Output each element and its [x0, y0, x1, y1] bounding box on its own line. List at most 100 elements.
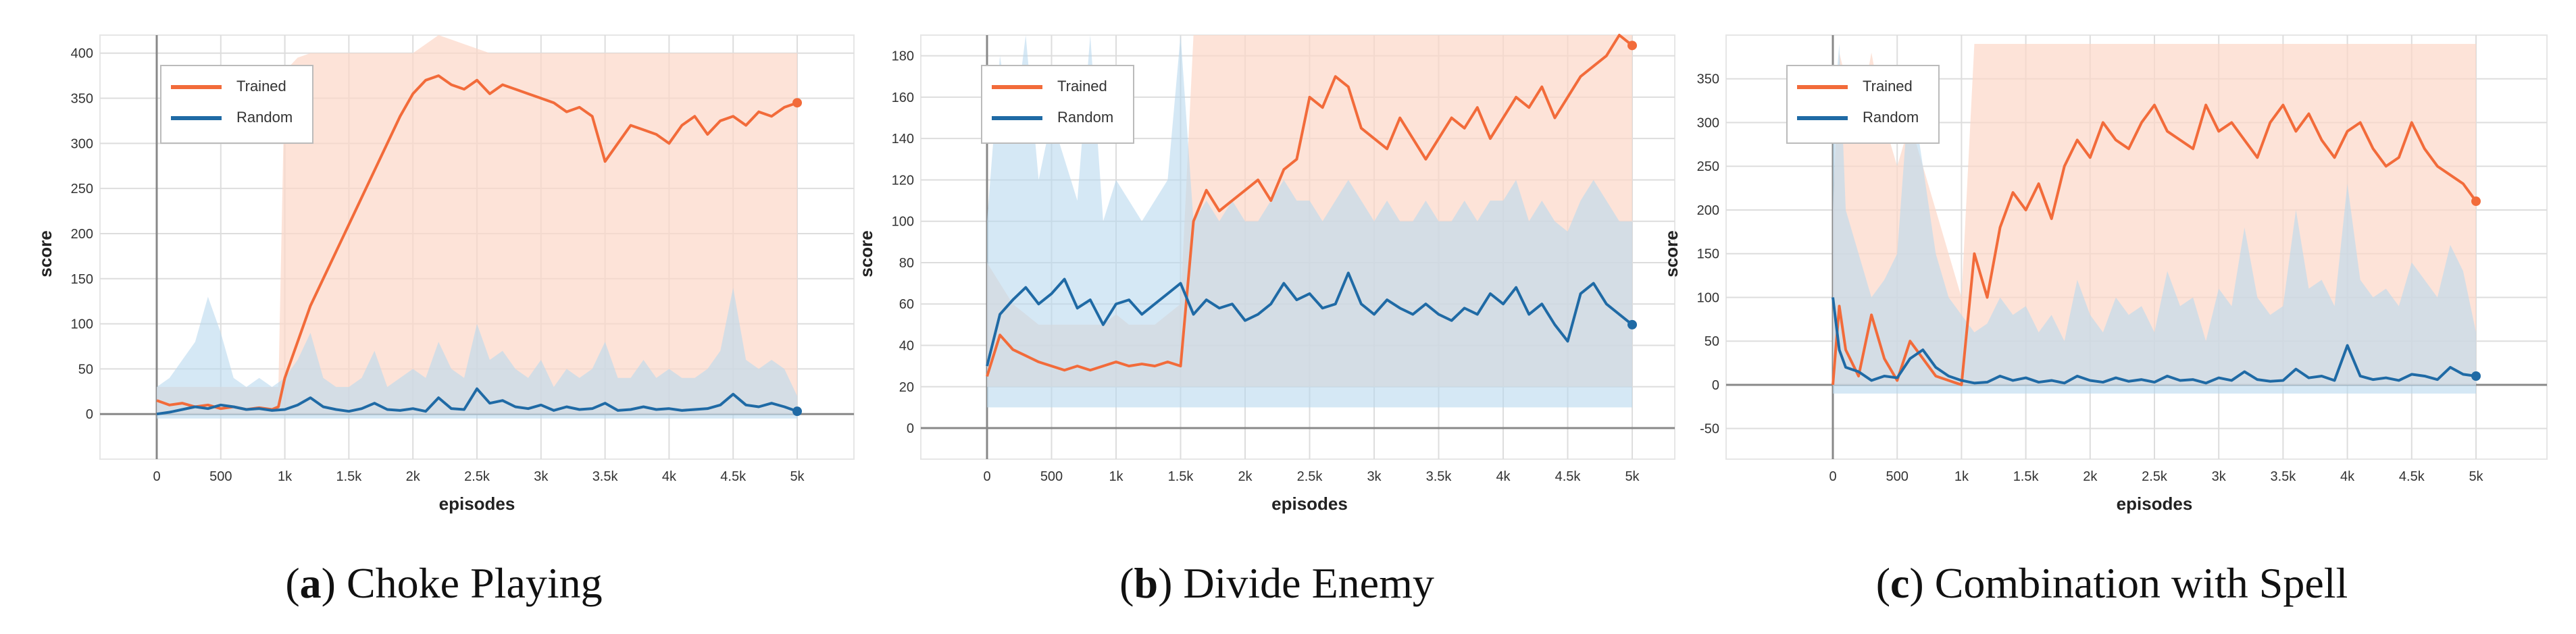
x-tick-label: 1k — [278, 469, 293, 484]
x-axis-label: episodes — [439, 494, 515, 514]
caption-close-paren: ) — [322, 559, 347, 607]
caption-close-paren: ) — [1909, 559, 1934, 607]
chart-panel-a: 0 50 100 150 200 250 300 350 400 0 500 1k 1.5k 2k 2.5k… — [35, 34, 855, 607]
x-tick-label: 1.5k — [2013, 469, 2040, 484]
y-tick-label: 140 — [892, 132, 914, 147]
series-band-random — [157, 288, 797, 419]
chart-panel-b: 0 20 40 60 80 100 120 140 160 180 0 500 1k 1.5k 2k 2.5k… — [856, 34, 1675, 607]
chart-panel-c: -50 0 50 100 150 200 250 300 350 0 500 1k 1.5k 2k 2.5k… — [1661, 34, 2548, 607]
x-tick-label: 2.5k — [2142, 469, 2168, 484]
y-tick-label: 120 — [892, 173, 914, 188]
y-tick-label: -50 — [1700, 422, 1719, 437]
x-tick-label: 4k — [1496, 469, 1511, 484]
x-tick-label: 3k — [2212, 469, 2227, 484]
x-tick-label: 1k — [1109, 469, 1123, 484]
series-end-marker-random — [1627, 319, 1637, 329]
y-tick-label: 250 — [71, 182, 93, 196]
x-tick-label: 3.5k — [2270, 469, 2296, 484]
legend-label-trained: Trained — [1057, 78, 1107, 95]
x-tick-label: 1k — [1954, 469, 1969, 484]
x-tick-label: 4.5k — [720, 469, 747, 484]
caption-open-paren: ( — [1119, 559, 1134, 607]
y-tick-label: 350 — [71, 92, 93, 107]
caption-open-paren: ( — [1876, 559, 1890, 607]
y-tick-label: 100 — [892, 215, 914, 230]
y-tick-label: 0 — [86, 407, 93, 422]
y-tick-label: 100 — [1697, 290, 1719, 305]
x-tick-label: 4k — [662, 469, 677, 484]
x-tick-label: 0 — [983, 469, 990, 484]
caption-title: Combination with Spell — [1935, 559, 2348, 607]
caption-title: Divide Enemy — [1183, 559, 1434, 607]
x-tick-label: 3k — [534, 469, 549, 484]
x-tick-label: 5k — [790, 469, 805, 484]
y-tick-label: 300 — [71, 136, 93, 151]
y-axis-label: score — [856, 230, 876, 277]
caption-title: Choke Playing — [347, 559, 603, 607]
y-tick-label: 80 — [899, 256, 914, 271]
x-tick-label: 1.5k — [336, 469, 362, 484]
legend-box — [160, 65, 313, 144]
x-tick-label: 2k — [1238, 469, 1253, 484]
series-line-random — [1832, 297, 2477, 385]
legend-box — [1786, 65, 1940, 144]
y-axis-label: score — [1661, 230, 1682, 277]
y-tick-label: 50 — [1704, 334, 1719, 349]
x-axis-label: episodes — [1271, 494, 1348, 514]
x-tick-label: 5k — [1625, 469, 1640, 484]
series-line-trained — [1832, 103, 2477, 386]
y-axis-label: score — [35, 230, 55, 277]
x-tick-label: 2k — [2083, 469, 2098, 484]
y-tick-label: 200 — [71, 227, 93, 242]
x-tick-label: 2.5k — [464, 469, 490, 484]
y-tick-label: 60 — [899, 297, 914, 312]
caption-a: (a) Choke Playing — [285, 559, 602, 607]
y-tick-label: 250 — [1697, 159, 1719, 174]
caption-b: (b) Divide Enemy — [1119, 559, 1434, 607]
y-tick-label: 150 — [1697, 247, 1719, 262]
y-tick-label: 150 — [71, 272, 93, 287]
series-end-marker-random — [792, 406, 802, 417]
x-tick-label: 0 — [1829, 469, 1836, 484]
y-tick-label: 50 — [78, 362, 93, 377]
x-tick-label: 1.5k — [1168, 469, 1194, 484]
legend-box — [981, 65, 1134, 144]
y-tick-label: 400 — [71, 47, 93, 61]
x-tick-label: 0 — [153, 469, 160, 484]
y-tick-label: 100 — [71, 317, 93, 332]
y-tick-label: 350 — [1697, 72, 1719, 87]
caption-close-paren: ) — [1158, 559, 1183, 607]
caption-c: (c) Combination with Spell — [1876, 559, 2348, 607]
series-end-marker-trained — [792, 98, 802, 108]
legend-label-trained: Trained — [1863, 78, 1913, 95]
x-tick-label: 500 — [1040, 469, 1063, 484]
series-line-trained — [986, 34, 1634, 377]
y-tick-label: 180 — [892, 49, 914, 64]
x-tick-label: 3k — [1367, 469, 1382, 484]
x-tick-label: 3.5k — [592, 469, 619, 484]
y-tick-label: 200 — [1697, 203, 1719, 218]
series-band-random — [987, 35, 1632, 408]
y-tick-label: 160 — [892, 90, 914, 105]
legend-label-random: Random — [1057, 109, 1113, 126]
x-tick-label: 4.5k — [2399, 469, 2425, 484]
series-band-trained — [157, 35, 797, 415]
y-tick-label: 20 — [899, 380, 914, 395]
series-line-random — [986, 271, 1634, 367]
x-tick-label: 3.5k — [1426, 469, 1453, 484]
x-tick-label: 5k — [2469, 469, 2483, 484]
series-end-marker-trained — [1627, 41, 1637, 51]
series-line-random — [156, 387, 798, 416]
x-tick-label: 2k — [406, 469, 421, 484]
series-end-marker-random — [2471, 371, 2481, 381]
y-tick-label: 300 — [1697, 115, 1719, 130]
caption-letter: a — [300, 559, 322, 607]
x-tick-label: 500 — [1886, 469, 1909, 484]
y-tick-label: 0 — [907, 421, 914, 436]
x-tick-label: 2.5k — [1297, 469, 1323, 484]
series-end-marker-trained — [2471, 196, 2481, 207]
x-tick-label: 500 — [209, 469, 232, 484]
caption-letter: c — [1890, 559, 1909, 607]
x-tick-label: 4.5k — [1555, 469, 1582, 484]
